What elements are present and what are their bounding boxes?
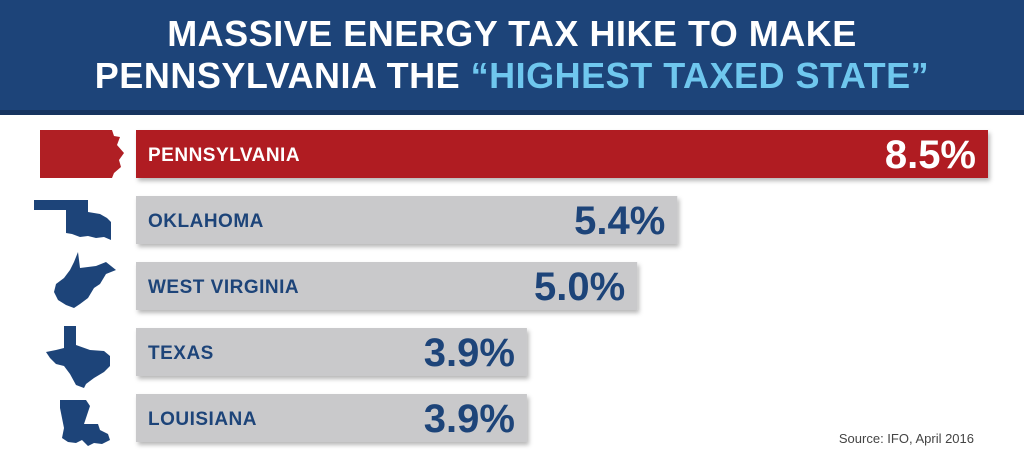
- bars: PENNSYLVANIA 8.5% OKLAHOMA 5.4% WEST VIRGINI…: [136, 130, 988, 442]
- title-line-1: MASSIVE ENERGY TAX HIKE TO MAKE: [167, 13, 857, 54]
- title-line-2-highlight: “HIGHEST TAXED STATE”: [470, 55, 930, 96]
- value-label-oklahoma: 5.4%: [574, 199, 665, 243]
- bar-west-virginia: [136, 262, 638, 310]
- value-label-pennsylvania: 8.5%: [885, 133, 976, 177]
- west-virginia-shape-icon: [54, 252, 116, 308]
- state-icons: [34, 130, 124, 446]
- title-line-2: PENNSYLVANIA THE “HIGHEST TAXED STATE”: [95, 55, 929, 97]
- category-label-pennsylvania: PENNSYLVANIA: [148, 145, 300, 166]
- value-label-texas: 3.9%: [424, 331, 515, 375]
- pennsylvania-shape-icon: [40, 130, 124, 178]
- bar-pennsylvania: [136, 130, 988, 178]
- bar-texas: [136, 328, 527, 376]
- category-label-texas: TEXAS: [148, 343, 214, 364]
- value-label-west-virginia: 5.0%: [534, 265, 625, 309]
- source-note: Source: IFO, April 2016: [838, 431, 974, 446]
- bar-oklahoma: [136, 196, 678, 244]
- category-label-west-virginia: WEST VIRGINIA: [148, 277, 299, 298]
- bar-louisiana: [136, 394, 527, 442]
- category-label-oklahoma: OKLAHOMA: [148, 211, 264, 232]
- header-banner: MASSIVE ENERGY TAX HIKE TO MAKE PENNSYLV…: [0, 0, 1024, 115]
- louisiana-shape-icon: [60, 400, 110, 446]
- category-label-louisiana: LOUISIANA: [148, 409, 257, 430]
- title-line-2-prefix: PENNSYLVANIA THE: [94, 55, 471, 96]
- oklahoma-shape-icon: [34, 200, 111, 240]
- value-label-louisiana: 3.9%: [424, 397, 515, 441]
- texas-shape-icon: [46, 326, 110, 388]
